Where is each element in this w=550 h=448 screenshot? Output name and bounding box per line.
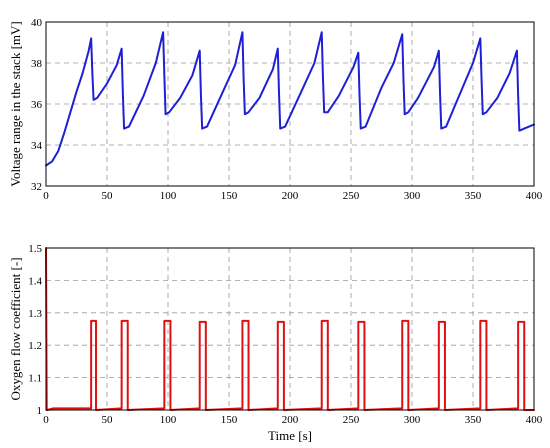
- oxygen-y-tick-label: 1.4: [28, 275, 42, 287]
- voltage-plot-frame: [45, 21, 535, 187]
- oxygen-tick-labels: 0 50 100 150 200 250 300 350 400 1 1.1 1.2 1.3 1.4 1.5: [28, 243, 543, 426]
- voltage-series-line: [45, 31, 535, 167]
- voltage-x-tick-label: 400: [526, 190, 543, 202]
- voltage-grid: [46, 22, 534, 186]
- oxygen-x-tick-label: 50: [102, 414, 114, 426]
- oxygen-x-tick-label: 0: [43, 414, 49, 426]
- oxygen-x-tick-label: 250: [343, 414, 360, 426]
- oxygen-y-tick-label: 1.3: [28, 308, 42, 320]
- voltage-y-axis-label: Voltage range in the stack [mV]: [8, 21, 23, 186]
- voltage-x-tick-label: 250: [343, 190, 360, 202]
- oxygen-y-axis-label: Oxygen flow coefficient [-]: [8, 257, 23, 400]
- oxygen-x-tick-label: 100: [160, 414, 177, 426]
- oxygen-x-tick-label: 400: [526, 414, 543, 426]
- oxygen-y-tick-label: 1.2: [28, 340, 42, 352]
- voltage-x-tick-label: 300: [404, 190, 421, 202]
- voltage-y-tick-label: 40: [31, 17, 43, 29]
- voltage-chart-panel: 0 50 100 150 200 250 300 350 400 32 34 36 38 40 Volta…: [8, 17, 543, 202]
- voltage-x-tick-label: 150: [221, 190, 238, 202]
- voltage-x-tick-label: 50: [102, 190, 114, 202]
- voltage-x-tick-label: 350: [465, 190, 482, 202]
- oxygen-x-tick-label: 350: [465, 414, 482, 426]
- voltage-tick-labels: 0 50 100 150 200 250 300 350 400 32 34 36 38 40: [31, 17, 543, 202]
- oxygen-chart-panel: 0 50 100 150 200 250 300 350 400 1 1.1 1.2 1.3 1.4 1.5…: [8, 243, 543, 443]
- voltage-x-tick-label: 0: [43, 190, 49, 202]
- oxygen-x-tick-label: 200: [282, 414, 299, 426]
- oxygen-x-axis-label: Time [s]: [268, 428, 312, 443]
- voltage-y-tick-label: 38: [31, 58, 43, 70]
- voltage-y-tick-label: 36: [31, 99, 43, 111]
- oxygen-y-tick-label: 1.1: [28, 373, 42, 385]
- oxygen-series-layer: [45, 247, 535, 411]
- oxygen-y-tick-label: 1.5: [28, 243, 42, 255]
- oxygen-x-tick-label: 300: [404, 414, 421, 426]
- voltage-y-tick-label: 34: [31, 140, 43, 152]
- oxygen-plot-frame: [45, 247, 535, 411]
- oxygen-y-tick-label: 1: [37, 405, 43, 417]
- oxygen-grid: [46, 248, 534, 410]
- voltage-series-layer: [45, 31, 535, 167]
- oxygen-x-tick-label: 150: [221, 414, 238, 426]
- voltage-x-tick-label: 100: [160, 190, 177, 202]
- oxygen-series-line: [45, 247, 535, 411]
- voltage-x-tick-label: 200: [282, 190, 299, 202]
- voltage-y-tick-label: 32: [31, 181, 42, 193]
